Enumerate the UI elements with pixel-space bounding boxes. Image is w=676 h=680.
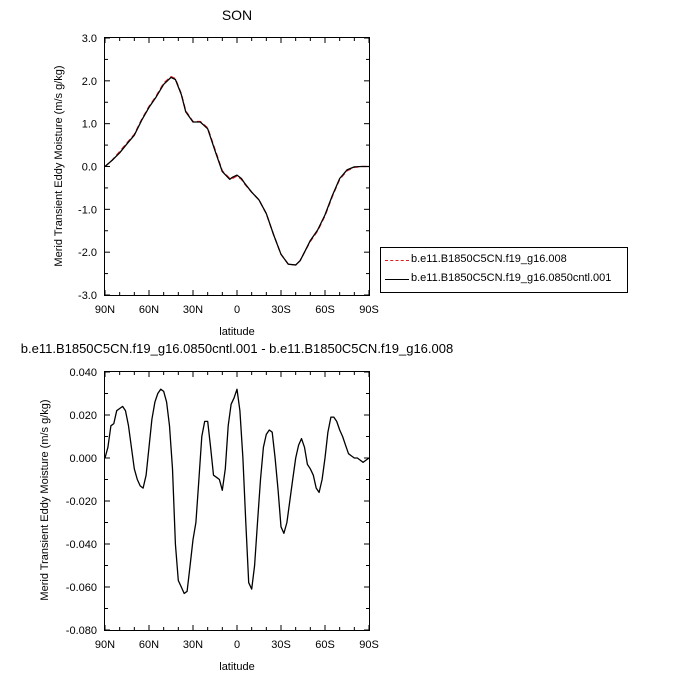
- top-y-tick-label: -1.0: [78, 204, 97, 216]
- legend-swatch-series-1: [385, 260, 409, 261]
- bottom-plot-frame: [104, 371, 370, 631]
- bottom-y-ticks: 0.040 0.020 0.000 -0.020 -0.040 -0.060 -0.080: [66, 367, 369, 637]
- top-x-tick-label: 0: [234, 304, 240, 316]
- top-series-line-1: [104, 75, 369, 266]
- top-x-tick-label: 60N: [139, 304, 159, 316]
- legend-item-series-1: b.e11.B1850C5CN.f19_g16.008: [381, 252, 627, 270]
- bottom-x-tick-label: 0: [234, 639, 240, 651]
- top-y-tick-label: -2.0: [78, 247, 97, 259]
- bottom-y-tick-label: -0.020: [66, 496, 97, 508]
- bottom-x-tick-label: 90S: [359, 639, 379, 651]
- legend-item-series-2: b.e11.B1850C5CN.f19_g16.0850cntl.001: [381, 271, 627, 289]
- top-x-tick-label: 60S: [315, 304, 335, 316]
- top-x-ticks: 90N 60N 30N 0 30S 60S 90S: [95, 38, 379, 316]
- bottom-y-tick-label: -0.060: [66, 582, 97, 594]
- top-y-tick-label: -3.0: [78, 290, 97, 302]
- top-x-tick-label: 30N: [183, 304, 203, 316]
- bottom-plot-lines: [104, 388, 370, 595]
- top-x-axis-label: latitude: [219, 326, 254, 338]
- bottom-y-tick-label: 0.040: [69, 367, 97, 379]
- bottom-x-ticks: 90N 60N 30N 0 30S 60S 90S: [95, 372, 379, 651]
- bottom-x-tick-label: 60S: [315, 639, 335, 651]
- top-y-tick-label: 1.0: [82, 119, 97, 131]
- bottom-y-tick-label: -0.080: [66, 625, 97, 637]
- bottom-y-tick-label: 0.020: [69, 410, 97, 422]
- bottom-y-tick-label: -0.040: [66, 539, 97, 551]
- bottom-x-tick-label: 30S: [271, 639, 291, 651]
- legend: b.e11.B1850C5CN.f19_g16.008 b.e11.B1850C…: [380, 247, 628, 293]
- top-y-axis-label: Merid Transient Eddy Moisture (m/s g/kg): [53, 65, 65, 266]
- bottom-panel: b.e11.B1850C5CN.f19_g16.0850cntl.001 - b…: [21, 341, 453, 673]
- top-x-tick-label: 90S: [359, 304, 379, 316]
- bottom-title: b.e11.B1850C5CN.f19_g16.0850cntl.001 - b…: [21, 341, 453, 356]
- top-panel: SON 90N 60N 30N 0 30S 60S 90S 3.0 2.0 1.0 0.0 -1.0…: [53, 7, 379, 338]
- top-series-line-2: [104, 76, 369, 266]
- top-title: SON: [222, 7, 252, 23]
- bottom-x-tick-label: 90N: [95, 639, 115, 651]
- legend-label-series-1: b.e11.B1850C5CN.f19_g16.008: [411, 253, 567, 265]
- top-x-tick-label: 90N: [95, 304, 115, 316]
- top-y-tick-label: 2.0: [82, 76, 97, 88]
- bottom-x-tick-label: 30N: [183, 639, 203, 651]
- bottom-y-tick-label: 0.000: [69, 453, 97, 465]
- top-plot-lines: [104, 75, 369, 266]
- top-plot-frame: [104, 37, 370, 296]
- top-y-ticks: 3.0 2.0 1.0 0.0 -1.0 -2.0 -3.0: [78, 33, 369, 302]
- top-y-tick-label: 3.0: [82, 33, 97, 45]
- bottom-y-axis-label: Merid Transient Eddy Moisture (m/s g/kg): [39, 399, 51, 600]
- bottom-x-tick-label: 60N: [139, 639, 159, 651]
- top-x-tick-label: 30S: [271, 304, 291, 316]
- legend-label-series-2: b.e11.B1850C5CN.f19_g16.0850cntl.001: [411, 272, 612, 284]
- bottom-x-axis-label: latitude: [219, 661, 254, 673]
- bottom-series-line-1: [104, 388, 370, 595]
- legend-swatch-series-2: [385, 279, 409, 280]
- top-y-tick-label: 0.0: [82, 162, 97, 174]
